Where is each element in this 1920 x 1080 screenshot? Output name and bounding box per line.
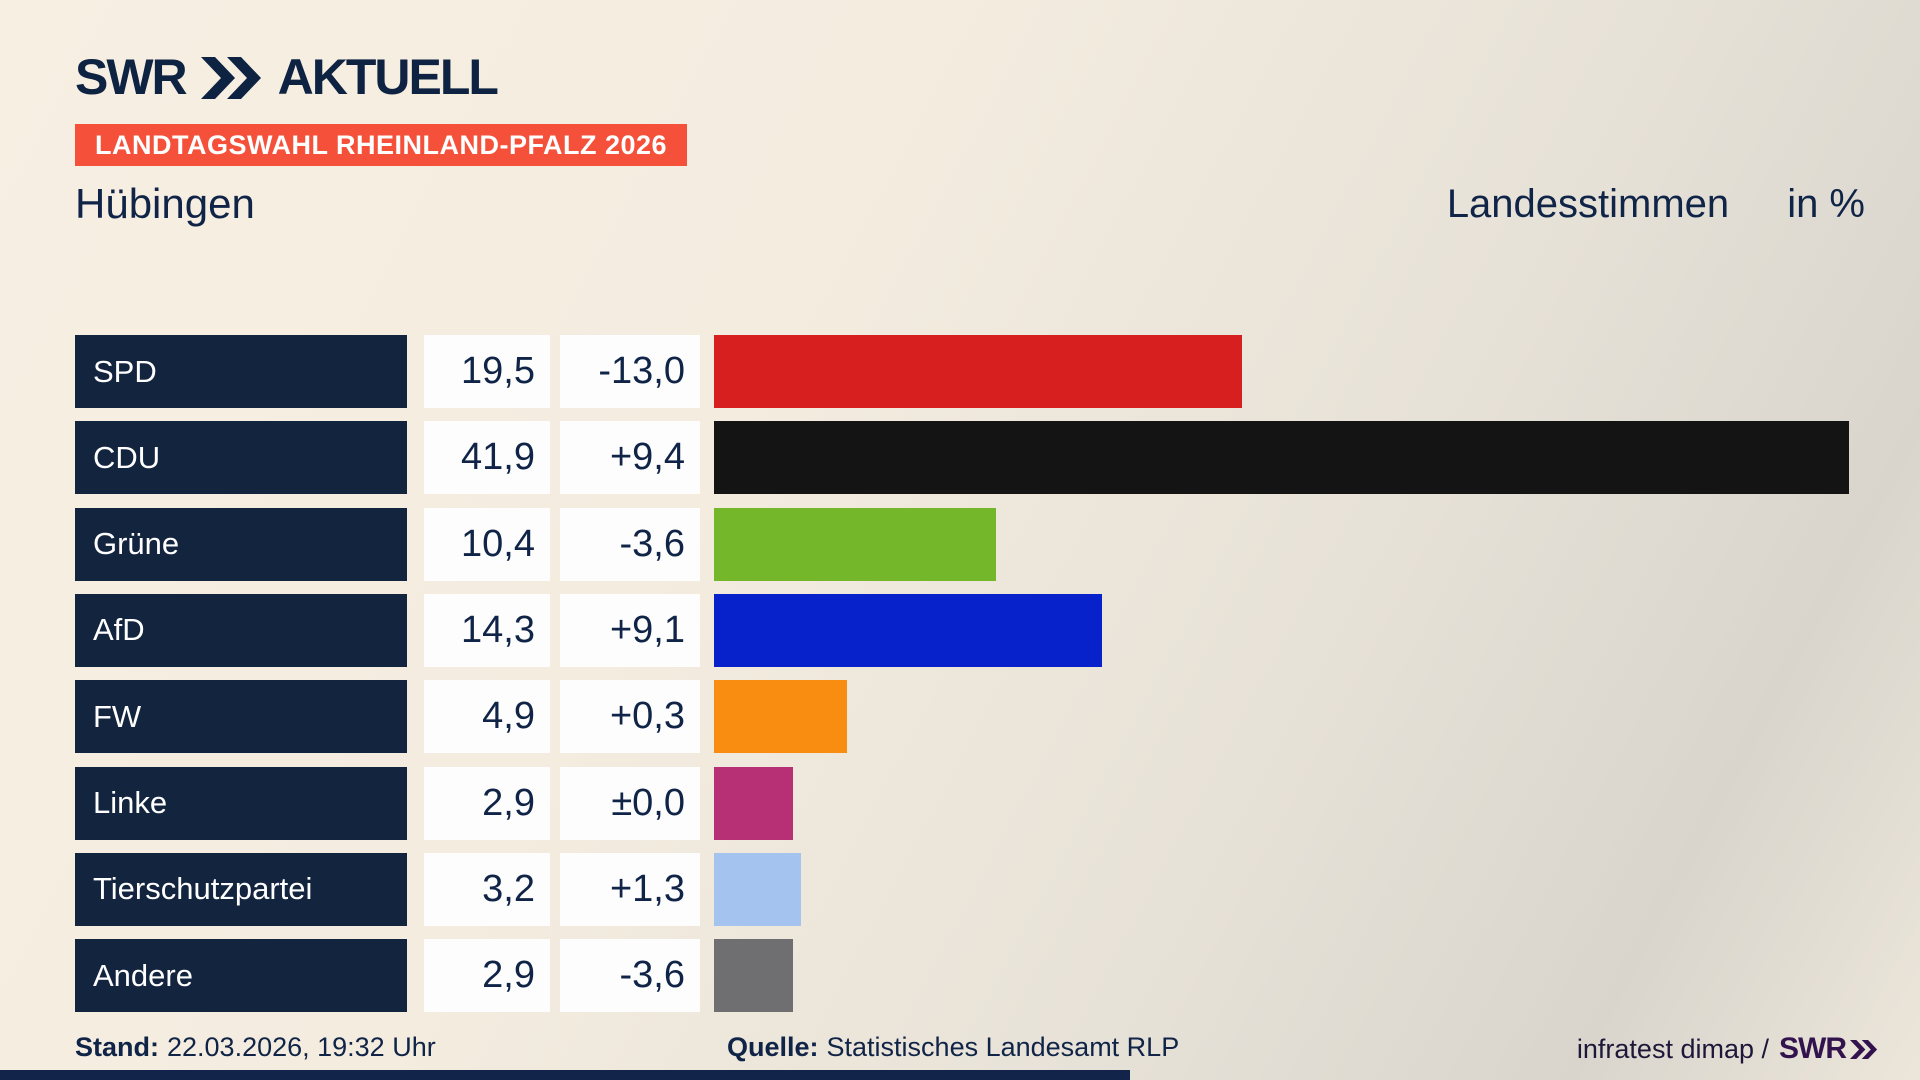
result-bar: [714, 852, 801, 926]
party-label-box: FW: [75, 680, 407, 754]
vote-share-change: +1,3: [560, 852, 700, 926]
result-bar: [714, 507, 996, 581]
unit-label: in %: [1787, 181, 1865, 226]
result-bar: [714, 939, 793, 1013]
result-row: SPD 19,5 -13,0: [0, 335, 1920, 408]
party-label-box: CDU: [75, 421, 407, 495]
vote-type-label: Landesstimmen: [1446, 181, 1730, 226]
party-label-box: AfD: [75, 593, 407, 667]
result-bar: [714, 766, 793, 840]
swr-footer-logo-text: SWR: [1779, 1032, 1847, 1065]
swr-footer-logo: SWR: [1779, 1032, 1878, 1066]
vote-share-value: 41,9: [424, 421, 550, 495]
vote-share-change: -13,0: [560, 335, 700, 408]
result-row: FW 4,9 +0,3: [0, 680, 1920, 754]
election-banner: LANDTAGSWAHL RHEINLAND-PFALZ 2026: [75, 124, 688, 166]
aktuell-logo-text: AKTUELL: [277, 49, 499, 105]
vote-type-title: Landesstimmen in %: [1447, 182, 1865, 227]
vote-share-change: +0,3: [560, 680, 700, 754]
vote-share-value: 3,2: [424, 852, 550, 926]
footer: Stand: 22.03.2026, 19:32 Uhr Quelle: Stati…: [0, 1032, 1920, 1072]
vote-share-change: -3,6: [560, 507, 700, 581]
result-bar: [714, 680, 847, 754]
party-label-box: SPD: [75, 335, 407, 408]
result-row: Tierschutzpartei 3,2 +1,3: [0, 852, 1920, 926]
party-label-box: Grüne: [75, 507, 407, 581]
source-value: Statistisches Landesamt RLP: [826, 1032, 1180, 1062]
credit-note: infratest dimap / SWR: [1577, 1032, 1878, 1066]
party-label-box: Andere: [75, 939, 407, 1013]
result-bar: [714, 593, 1102, 667]
party-label-box: Linke: [75, 766, 407, 840]
bottom-bar: [0, 1070, 1130, 1080]
result-row: Andere 2,9 -3,6: [0, 939, 1920, 1013]
vote-share-value: 2,9: [424, 939, 550, 1013]
result-row: AfD 14,3 +9,1: [0, 593, 1920, 667]
party-label-box: Tierschutzpartei: [75, 852, 407, 926]
vote-share-change: +9,4: [560, 421, 700, 495]
vote-share-change: +9,1: [560, 593, 700, 667]
stand-value: 22.03.2026, 19:32 Uhr: [167, 1032, 436, 1062]
result-row: CDU 41,9 +9,4: [0, 421, 1920, 495]
vote-share-value: 10,4: [424, 507, 550, 581]
credit-text: infratest dimap /: [1576, 1033, 1769, 1064]
swr-logo-text: SWR: [75, 49, 188, 105]
swr-aktuell-logo: SWR AKTUELL: [75, 49, 499, 105]
vote-share-value: 19,5: [424, 335, 550, 408]
swr-chevrons-icon: [200, 57, 264, 99]
municipality-title: Hübingen: [75, 180, 255, 227]
source-note: Quelle: Statistisches Landesamt RLP: [727, 1032, 1179, 1063]
vote-share-value: 2,9: [424, 766, 550, 840]
result-row: Grüne 10,4 -3,6: [0, 507, 1920, 581]
result-bar: [714, 421, 1850, 495]
source-label: Quelle:: [727, 1032, 819, 1062]
swr-footer-chevrons-icon: [1850, 1039, 1878, 1059]
stand-label: Stand:: [75, 1032, 159, 1062]
result-row: Linke 2,9 ±0,0: [0, 766, 1920, 840]
vote-share-change: ±0,0: [560, 766, 700, 840]
stand-timestamp: Stand: 22.03.2026, 19:32 Uhr: [75, 1032, 436, 1063]
title-row: Hübingen Landesstimmen in %: [75, 178, 1865, 230]
result-bar: [714, 335, 1243, 408]
vote-share-value: 4,9: [424, 680, 550, 754]
vote-share-change: -3,6: [560, 939, 700, 1013]
vote-share-value: 14,3: [424, 593, 550, 667]
